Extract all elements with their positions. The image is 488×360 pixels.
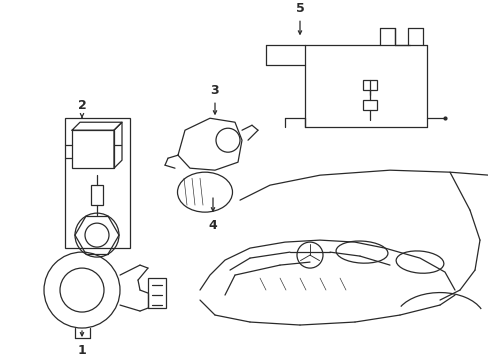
Bar (65, 118, 130, 248)
Bar (148, 278, 165, 308)
Bar (72, 130, 114, 168)
Text: 4: 4 (208, 219, 217, 231)
Bar (362, 80, 376, 90)
Bar (91, 185, 103, 205)
Text: 2: 2 (78, 99, 86, 112)
Text: 1: 1 (78, 343, 86, 356)
Text: 3: 3 (210, 84, 219, 97)
Bar (362, 100, 376, 110)
Text: 5: 5 (295, 2, 304, 15)
